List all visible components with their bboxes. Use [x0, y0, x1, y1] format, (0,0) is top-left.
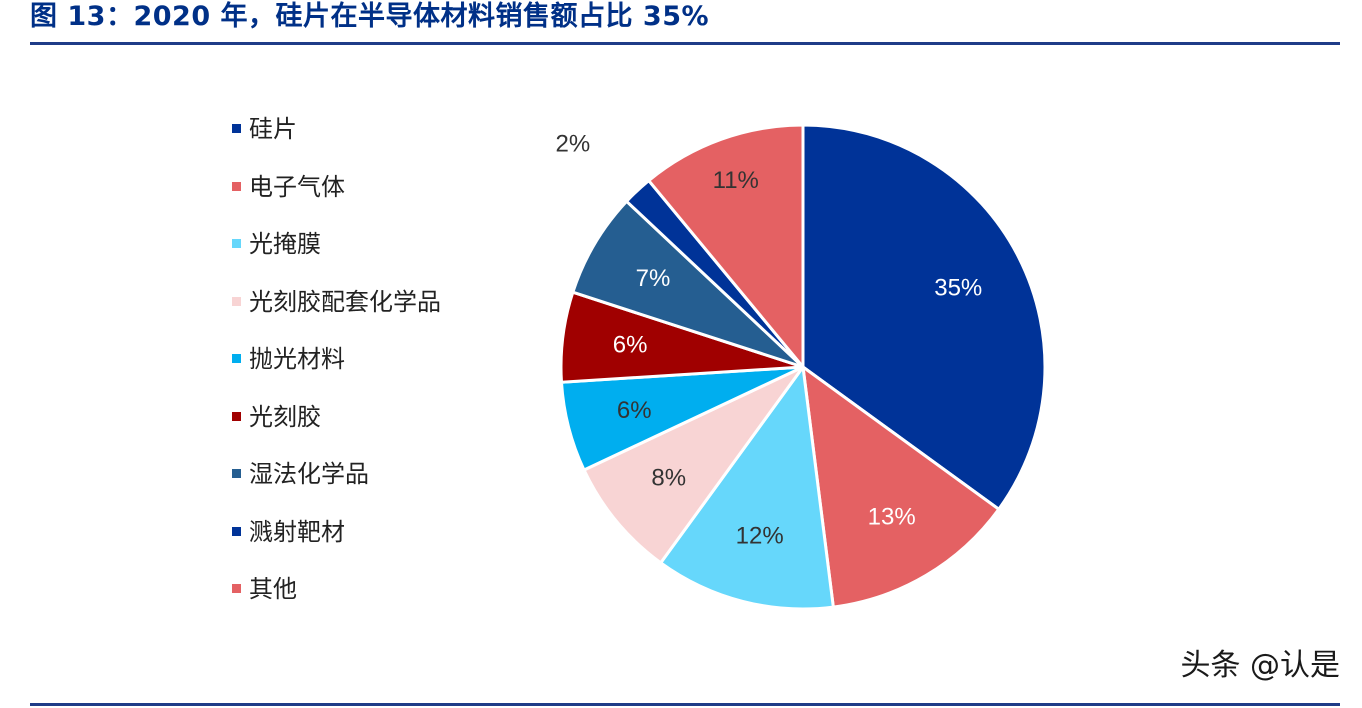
- slice-label: 2%: [556, 130, 591, 157]
- legend-label: 光掩膜: [249, 230, 321, 258]
- legend-label: 其他: [249, 575, 297, 603]
- pie-slice: [582, 365, 805, 565]
- legend-item: 电子气体: [232, 170, 492, 201]
- chart-title: 图 13：2020 年，硅片在半导体材料销售额占比 35%: [30, 1, 710, 32]
- legend-swatch: [232, 124, 241, 133]
- legend-item: 溅射靶材: [232, 515, 492, 546]
- pie-slice: [659, 365, 835, 611]
- pie-slice: [801, 365, 1001, 609]
- legend-label: 光刻胶: [249, 402, 321, 431]
- legend-item: 光掩膜: [232, 227, 492, 258]
- header-divider: [30, 42, 1340, 45]
- legend-label: 湿法化学品: [249, 460, 369, 488]
- legend-swatch: [232, 181, 241, 191]
- slice-label: 13%: [868, 503, 916, 530]
- legend-swatch: [232, 584, 241, 593]
- legend-label: 硅片: [249, 115, 297, 143]
- pie-slice: [571, 199, 805, 369]
- legend-label: 光刻胶配套化学品: [249, 287, 441, 316]
- legend-swatch: [232, 469, 241, 478]
- legend-label: 电子气体: [249, 172, 345, 201]
- legend-swatch: [232, 354, 241, 363]
- legend-swatch: [232, 411, 241, 421]
- slice-label: 8%: [651, 465, 686, 492]
- footer-divider: [30, 703, 1340, 706]
- legend-item: 抛光材料: [232, 342, 492, 373]
- slice-label: 6%: [613, 332, 648, 359]
- legend-item: 硅片: [232, 112, 492, 143]
- legend-item: 湿法化学品: [232, 457, 492, 488]
- legend-item: 其他: [232, 572, 492, 603]
- pie-slice: [647, 123, 805, 369]
- legend-label: 溅射靶材: [249, 517, 345, 546]
- legend-label: 抛光材料: [249, 345, 345, 373]
- legend-item: 光刻胶: [232, 400, 492, 431]
- slice-label: 35%: [934, 274, 982, 301]
- pie-slice: [801, 123, 1047, 511]
- slice-label: 12%: [736, 522, 784, 549]
- slice-label: 11%: [713, 167, 759, 194]
- legend-swatch: [232, 239, 241, 248]
- slice-label: 7%: [636, 265, 671, 292]
- legend-swatch: [232, 526, 241, 536]
- slice-label: 6%: [617, 397, 652, 424]
- legend-swatch: [232, 296, 241, 306]
- watermark: 头条 @认是: [1180, 648, 1340, 683]
- legend-item: 光刻胶配套化学品: [232, 285, 492, 316]
